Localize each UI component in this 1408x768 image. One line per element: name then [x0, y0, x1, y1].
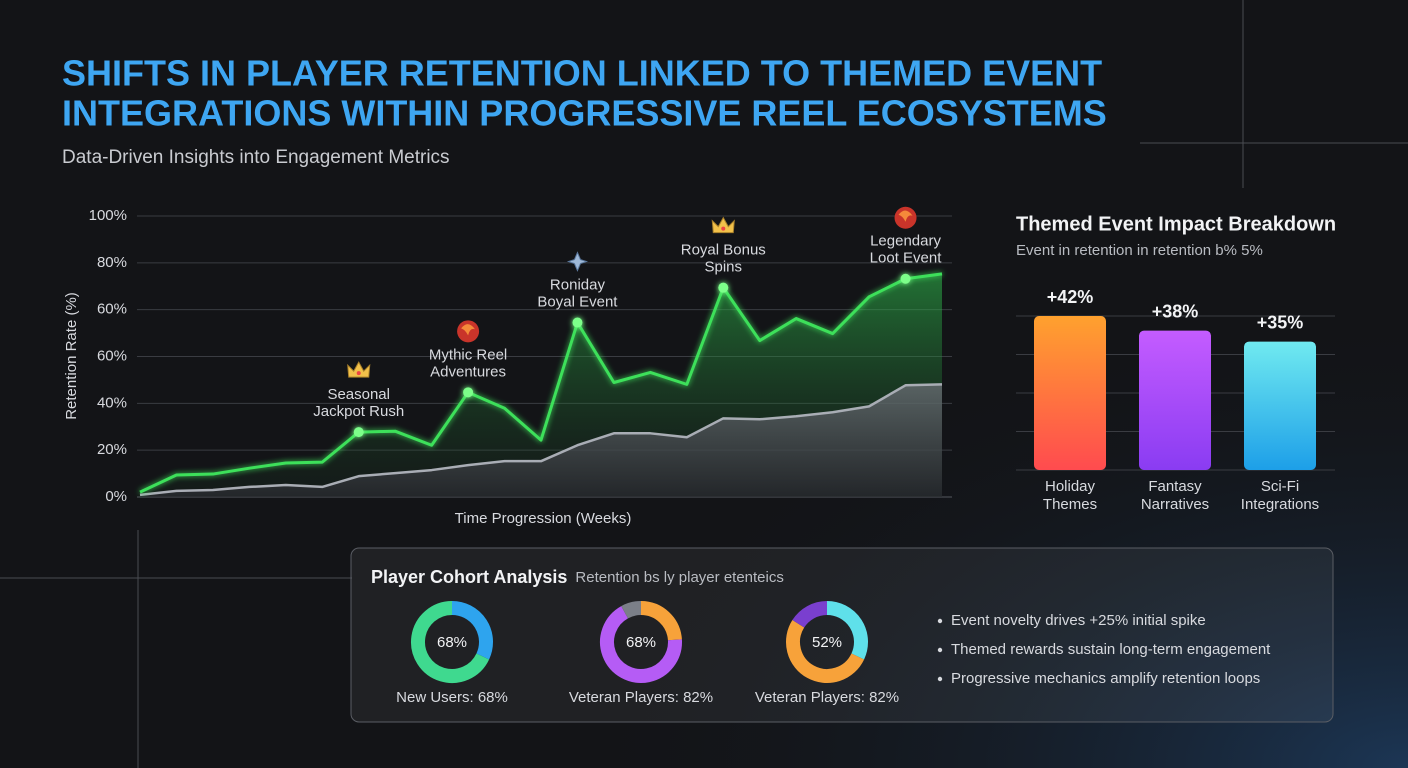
y-tick-label: 0% [105, 488, 127, 505]
event-label: Mythic Reel [429, 346, 507, 363]
donut-segment [600, 606, 682, 683]
event-icon [347, 361, 371, 378]
donut-segment [786, 620, 865, 683]
donut-label: Veteran Players: 82% [755, 689, 899, 706]
event-icon [711, 216, 735, 234]
event-point [572, 317, 583, 328]
bullet [937, 676, 943, 682]
event-icon [566, 251, 589, 272]
area [140, 384, 942, 497]
crown [347, 361, 371, 378]
event-label: Adventures [430, 363, 506, 380]
line [139, 383, 943, 497]
crown-gem [356, 371, 361, 376]
event-label: Legendary [870, 233, 941, 250]
bar-chart-title: Themed Event Impact Breakdown [1016, 213, 1336, 235]
bullet [937, 618, 943, 624]
bar [1139, 330, 1211, 470]
bar-chart-subtitle: Event in retention in retention b% 5% [1016, 242, 1263, 259]
panel-title: Player Cohort Analysis [371, 567, 567, 587]
event-point [353, 427, 364, 438]
donut-label: New Users: 68% [396, 689, 508, 706]
x-tick-label: Integrations [1241, 496, 1319, 513]
event-point [463, 387, 474, 398]
bullet [937, 647, 943, 653]
donut-center-label: 68% [626, 634, 656, 651]
event-label: Spins [705, 259, 743, 276]
event-label: Royal Bonus [681, 242, 766, 259]
title-line: SHIFTS IN PLAYER RETENTION LINKED TO THE… [62, 53, 1102, 94]
insight: Progressive mechanics amplify retention … [951, 670, 1260, 687]
event-icon [894, 206, 917, 229]
event-point [718, 282, 729, 293]
event-label: Loot Event [870, 250, 943, 267]
event-label: Jackpot Rush [313, 403, 404, 420]
donut-label: Veteran Players: 82% [569, 689, 713, 706]
x-tick-label: Narratives [1141, 496, 1209, 513]
y-tick-label: 100% [89, 207, 127, 224]
bar-value-label: +35% [1257, 312, 1304, 332]
donut-segment [411, 601, 490, 683]
donut-segment [826, 601, 868, 660]
event-icon [457, 320, 480, 343]
y-tick-label: 40% [97, 394, 127, 411]
event-point [900, 273, 911, 284]
x-tick-label: Fantasy [1148, 478, 1202, 495]
snow [566, 251, 589, 272]
x-tick-label: Themes [1043, 496, 1097, 513]
y-tick-label: 60% [97, 347, 127, 364]
subtitle: Data-Driven Insights into Engagement Met… [62, 147, 450, 168]
panel-subtitle: Retention bs ly player etenteics [575, 569, 783, 586]
x-tick-label: Sci-Fi [1261, 478, 1299, 495]
y-tick-label: 80% [97, 254, 127, 271]
event-label: Roniday [550, 277, 606, 294]
dragon-detail [461, 324, 476, 336]
x-axis-label: Time Progression (Weeks) [455, 510, 632, 527]
donut-center-label: 52% [812, 634, 842, 651]
y-tick-label: 60% [97, 301, 127, 318]
bar [1244, 341, 1316, 470]
bar-value-label: +42% [1047, 287, 1094, 307]
donut-center-label: 68% [437, 634, 467, 651]
cohort-panel [350, 547, 1334, 723]
donut-segment [640, 601, 682, 641]
insight: Event novelty drives +25% initial spike [951, 612, 1206, 629]
y-tick-label: 20% [97, 441, 127, 458]
donut-segment [451, 601, 493, 660]
dragon-detail [898, 210, 913, 222]
title-line: INTEGRATIONS WITHIN PROGRESSIVE REEL ECO… [62, 93, 1107, 134]
line [139, 272, 943, 494]
donut-segment [792, 601, 828, 628]
bar-value-label: +38% [1152, 301, 1199, 321]
x-tick-label: Holiday [1045, 478, 1096, 495]
bar [1034, 316, 1106, 470]
crown-gem [721, 226, 726, 231]
y-axis-label: Retention Rate (%) [63, 292, 80, 420]
donut-segment [621, 601, 642, 619]
crown [711, 216, 735, 234]
event-label: Seasonal [327, 386, 390, 403]
insight: Themed rewards sustain long-term engagem… [951, 641, 1271, 658]
event-label: Boyal Event [537, 294, 618, 311]
